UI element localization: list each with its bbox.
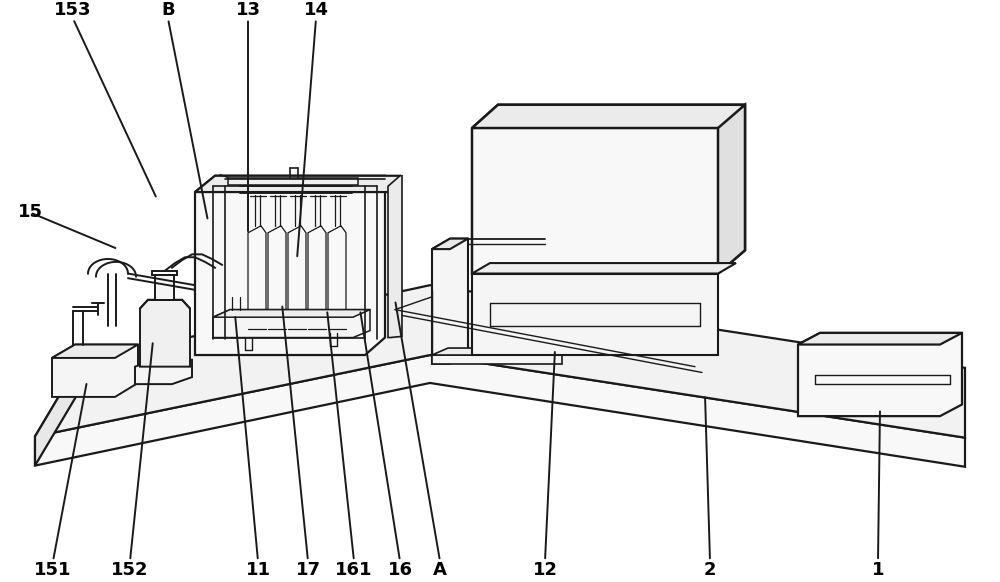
Polygon shape bbox=[545, 239, 562, 354]
Polygon shape bbox=[52, 345, 138, 358]
Polygon shape bbox=[248, 226, 266, 329]
Text: 2: 2 bbox=[704, 561, 716, 579]
Polygon shape bbox=[432, 348, 578, 355]
Polygon shape bbox=[213, 310, 370, 317]
Text: 12: 12 bbox=[532, 561, 558, 579]
Polygon shape bbox=[288, 226, 306, 329]
Text: B: B bbox=[161, 1, 175, 19]
Text: 16: 16 bbox=[388, 561, 413, 579]
Polygon shape bbox=[35, 355, 965, 467]
Polygon shape bbox=[472, 274, 718, 355]
Polygon shape bbox=[432, 239, 468, 364]
Polygon shape bbox=[472, 263, 736, 274]
Polygon shape bbox=[140, 300, 190, 367]
Text: 151: 151 bbox=[34, 561, 72, 579]
Polygon shape bbox=[52, 345, 138, 397]
Polygon shape bbox=[798, 333, 962, 345]
Polygon shape bbox=[472, 105, 745, 274]
Text: 1: 1 bbox=[872, 561, 884, 579]
Polygon shape bbox=[35, 361, 80, 466]
Polygon shape bbox=[328, 226, 346, 329]
Polygon shape bbox=[545, 230, 562, 239]
Polygon shape bbox=[228, 178, 358, 185]
Polygon shape bbox=[35, 285, 965, 438]
Polygon shape bbox=[213, 310, 370, 338]
Polygon shape bbox=[268, 226, 286, 329]
Text: 153: 153 bbox=[54, 1, 92, 19]
Text: 161: 161 bbox=[335, 561, 373, 579]
Text: 14: 14 bbox=[304, 1, 328, 19]
Polygon shape bbox=[155, 275, 174, 300]
Text: 152: 152 bbox=[111, 561, 149, 579]
Polygon shape bbox=[798, 333, 962, 416]
Text: 11: 11 bbox=[246, 561, 270, 579]
Text: 13: 13 bbox=[236, 1, 260, 19]
Polygon shape bbox=[135, 360, 192, 384]
Polygon shape bbox=[472, 105, 745, 128]
Polygon shape bbox=[432, 239, 468, 249]
Polygon shape bbox=[195, 176, 385, 355]
Polygon shape bbox=[308, 226, 326, 329]
Polygon shape bbox=[195, 176, 400, 192]
Text: 15: 15 bbox=[18, 204, 42, 221]
Text: A: A bbox=[433, 561, 447, 579]
Polygon shape bbox=[388, 176, 402, 338]
Polygon shape bbox=[432, 355, 562, 364]
Polygon shape bbox=[718, 105, 745, 274]
Text: 17: 17 bbox=[296, 561, 320, 579]
